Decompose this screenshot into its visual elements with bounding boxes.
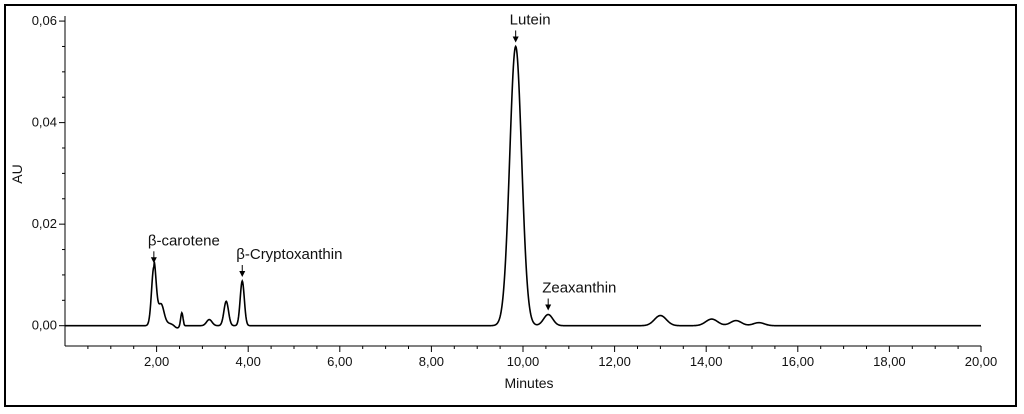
y-tick-label: 0,06: [32, 13, 57, 28]
x-tick-label: 6,00: [327, 354, 352, 369]
x-tick-label: 10,00: [507, 354, 540, 369]
arrow-down-icon: [512, 36, 519, 43]
x-tick-label: 20,00: [965, 354, 998, 369]
peak-annotation: β-carotene: [148, 232, 220, 264]
x-tick-label: 16,00: [782, 354, 815, 369]
y-tick-label: 0,02: [32, 216, 57, 231]
peak-label: Zeaxanthin: [542, 280, 616, 297]
x-axis-title: Minutes: [504, 375, 553, 391]
y-tick-label: 0,00: [32, 318, 57, 333]
chromatogram-chart: 2,00 4,00 6,00 8,00 10,00 12,00 14,00 16,00 18,0…: [9, 11, 998, 391]
y-tick-label: 0,04: [32, 115, 57, 130]
peak-annotations: β-carotene β-Cryptoxanthin Lutein Zeaxanthi…: [148, 11, 616, 311]
x-tick-label: 2,00: [144, 354, 169, 369]
y-axis-title: AU: [9, 164, 25, 183]
peak-annotation: Lutein: [510, 11, 551, 43]
peak-label: β-carotene: [148, 232, 220, 249]
x-tick-label: 4,00: [236, 354, 261, 369]
peak-label: Lutein: [510, 11, 551, 28]
arrow-down-icon: [239, 271, 246, 278]
peak-label: β-Cryptoxanthin: [236, 246, 342, 263]
x-tick-label: 12,00: [598, 354, 631, 369]
arrow-down-icon: [150, 257, 157, 264]
chart-frame: 2,00 4,00 6,00 8,00 10,00 12,00 14,00 16,00 18,0…: [4, 4, 1017, 407]
peak-annotation: Zeaxanthin: [542, 280, 616, 311]
x-tick-label: 18,00: [873, 354, 906, 369]
chromatogram-trace: [65, 44, 981, 329]
x-tick-label: 14,00: [690, 354, 723, 369]
x-tick-label: 8,00: [419, 354, 444, 369]
peak-annotation: β-Cryptoxanthin: [236, 246, 342, 278]
ticks: 2,00 4,00 6,00 8,00 10,00 12,00 14,00 16,00 18,0…: [32, 13, 998, 369]
arrow-down-icon: [545, 304, 552, 311]
